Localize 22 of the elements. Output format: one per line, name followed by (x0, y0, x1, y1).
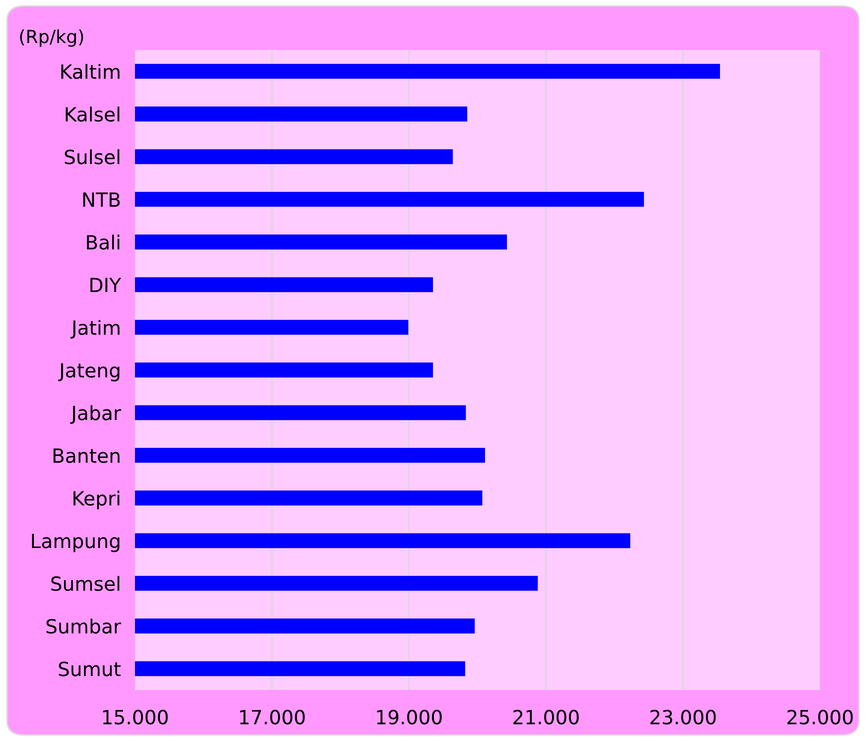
x-tick-label: 17.000 (240, 710, 305, 724)
y-tick-label: Kalsel (66, 106, 120, 122)
y-tick-label: Sumbar (46, 618, 122, 634)
y-tick-label: Bali (86, 234, 120, 250)
y-tick-label: Banten (54, 448, 120, 463)
y-axis-title: (Rp/kg) (20, 29, 84, 47)
x-tick-label: 21.000 (513, 710, 579, 724)
y-tick-label: Sulsel (64, 149, 120, 164)
y-tick-label: Jatim (70, 320, 120, 339)
x-tick-label: 15.000 (103, 710, 168, 724)
y-tick-label: DIY (90, 278, 122, 292)
y-tick-label: Lampung (32, 534, 120, 552)
y-tick-label: Jateng (58, 363, 120, 382)
y-tick-label: Jabar (70, 405, 122, 424)
y-tick-label: NTB (83, 192, 120, 207)
y-tick-label: Kaltim (61, 64, 120, 79)
x-tick-label: 25.000 (787, 710, 853, 724)
y-tick-label: Kepri (74, 490, 120, 510)
x-tick-label: 23.000 (650, 710, 716, 724)
y-tick-label: Sumut (58, 662, 121, 676)
y-tick-label: Sumsel (51, 576, 120, 591)
x-tick-label: 19.000 (377, 710, 442, 724)
